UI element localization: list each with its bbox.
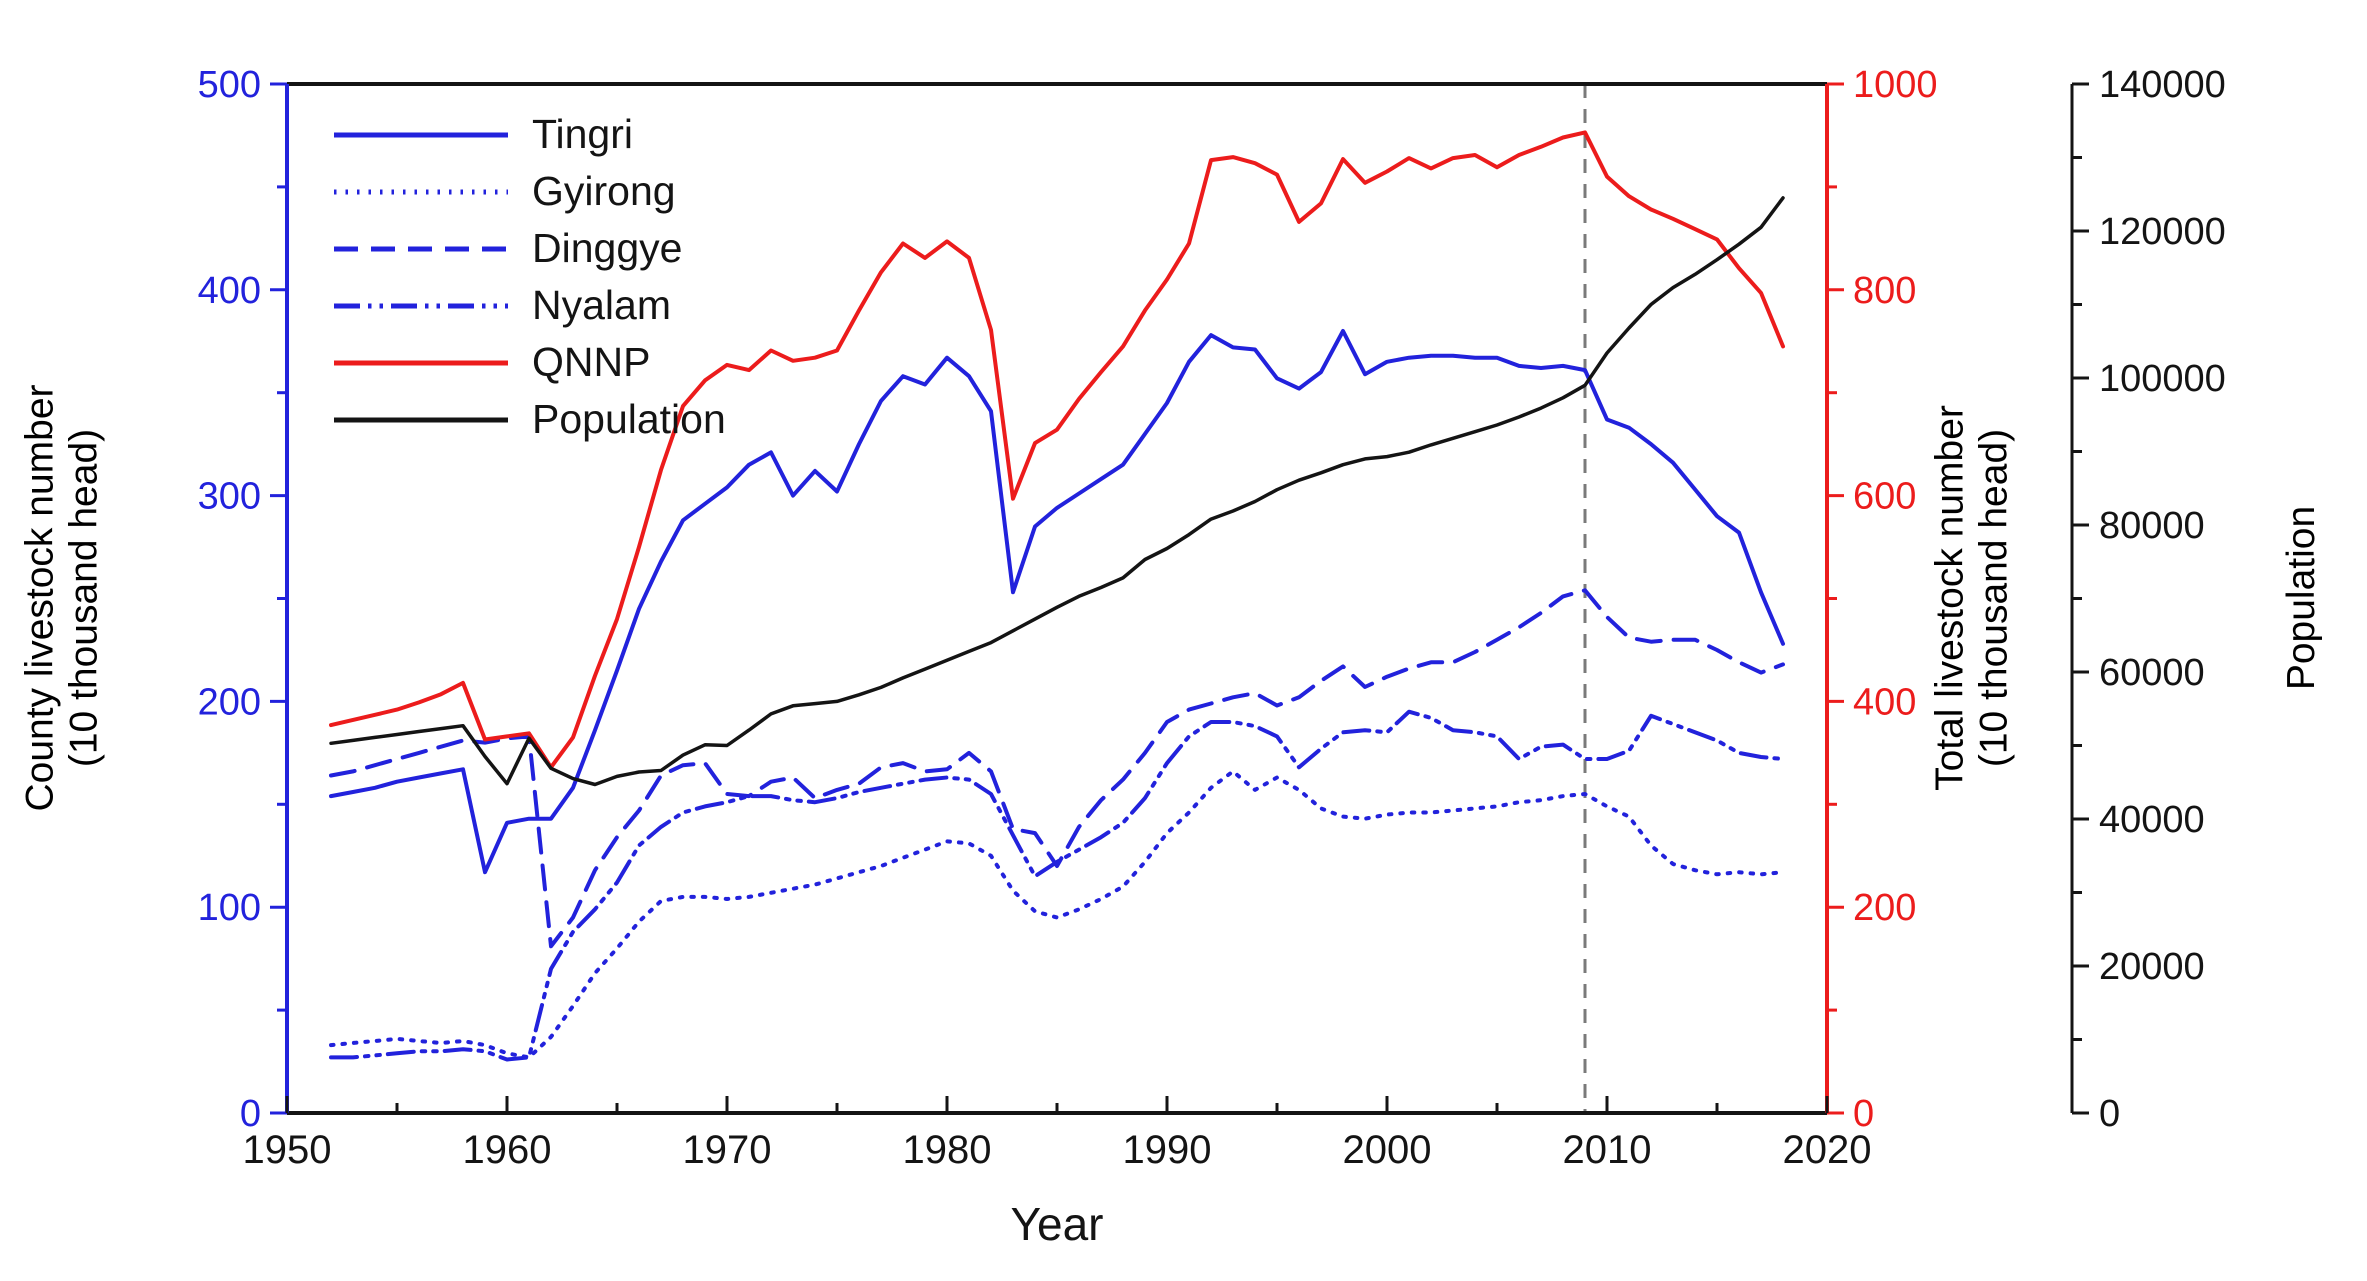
right-axis-title: Total livestock number (10 thousand head… bbox=[1928, 405, 2015, 791]
gyirong-line-sample-icon bbox=[334, 189, 508, 194]
left-axis-tick-label: 400 bbox=[198, 270, 261, 312]
x-axis-tick-label: 1970 bbox=[683, 1128, 772, 1172]
x-axis-tick-label: 1960 bbox=[463, 1128, 552, 1172]
series-line-gyirong bbox=[329, 769, 1785, 1060]
left-axis-title: County livestock number (10 thousand hea… bbox=[18, 384, 105, 811]
left-axis-tick-label: 0 bbox=[240, 1093, 261, 1135]
x-axis-tick-label: 2020 bbox=[1783, 1128, 1872, 1172]
legend-item-population: Population bbox=[332, 391, 726, 448]
right-axis-tick-label: 400 bbox=[1853, 681, 1916, 723]
x-axis-title: Year bbox=[1010, 1198, 1104, 1250]
right-axis-tick-label: 1000 bbox=[1853, 64, 1938, 106]
legend-item-dinggye: Dinggye bbox=[332, 220, 726, 277]
population-axis-tick-label: 0 bbox=[2099, 1093, 2120, 1135]
population-axis-tick-label: 40000 bbox=[2099, 799, 2205, 841]
x-axis-tick-label: 2000 bbox=[1343, 1128, 1432, 1172]
tingri-line-sample-icon bbox=[334, 132, 508, 137]
x-axis-tick-label: 1980 bbox=[903, 1128, 992, 1172]
population-axis-tick-label: 20000 bbox=[2099, 946, 2205, 988]
left-axis-title-line2: (10 thousand head) bbox=[62, 428, 105, 768]
right-axis-title-line2: (10 thousand head) bbox=[1972, 428, 2015, 768]
left-axis-tick-label: 100 bbox=[198, 887, 261, 929]
dinggye-line-sample-icon bbox=[334, 246, 508, 251]
population-axis-tick-label: 100000 bbox=[2099, 358, 2226, 400]
qnnp-line-sample-icon bbox=[334, 360, 508, 365]
population-axis-tick-label: 80000 bbox=[2099, 505, 2205, 547]
legend-label: Tingri bbox=[532, 111, 633, 157]
series-line-population bbox=[329, 196, 1785, 787]
right-axis-tick-label: 600 bbox=[1853, 476, 1916, 518]
legend-label: QNNP bbox=[532, 339, 651, 385]
left-axis-tick-label: 200 bbox=[198, 681, 261, 723]
right-axis-tick-label: 200 bbox=[1853, 887, 1916, 929]
legend-item-qnnp: QNNP bbox=[332, 334, 726, 391]
series-line-qnnp bbox=[329, 130, 1785, 770]
x-axis-tick-label: 1950 bbox=[243, 1128, 332, 1172]
population-axis-title-text: Population bbox=[2280, 505, 2324, 691]
nyalam-line-sample-icon bbox=[334, 303, 508, 308]
left-axis-title-line1: County livestock number bbox=[18, 384, 62, 812]
left-axis-tick-label: 300 bbox=[198, 476, 261, 518]
legend-item-gyirong: Gyirong bbox=[332, 163, 726, 220]
population-axis-tick-label: 120000 bbox=[2099, 211, 2226, 253]
series-line-tingri bbox=[329, 329, 1785, 875]
legend-item-tingri: Tingri bbox=[332, 106, 726, 163]
left-axis-tick-label: 500 bbox=[198, 64, 261, 106]
x-axis-tick-label: 1990 bbox=[1123, 1128, 1212, 1172]
series-line-dinggye bbox=[329, 588, 1785, 949]
legend-label: Nyalam bbox=[532, 282, 671, 328]
series-line-nyalam bbox=[329, 709, 1785, 1062]
population-axis-tick-label: 60000 bbox=[2099, 652, 2205, 694]
legend-label: Gyirong bbox=[532, 168, 676, 214]
legend-label: Population bbox=[532, 396, 726, 442]
population-axis-title: Population bbox=[2280, 506, 2324, 690]
legend: Tingri Gyirong Dinggye Nyalam QNNP Popul… bbox=[332, 106, 726, 448]
population-line-sample-icon bbox=[334, 417, 508, 422]
population-axis-tick-label: 140000 bbox=[2099, 64, 2226, 106]
legend-label: Dinggye bbox=[532, 225, 683, 271]
legend-item-nyalam: Nyalam bbox=[332, 277, 726, 334]
right-axis-tick-label: 800 bbox=[1853, 270, 1916, 312]
right-axis-title-line1: Total livestock number bbox=[1928, 405, 1972, 791]
right-axis-tick-label: 0 bbox=[1853, 1093, 1874, 1135]
x-axis-tick-label: 2010 bbox=[1563, 1128, 1652, 1172]
